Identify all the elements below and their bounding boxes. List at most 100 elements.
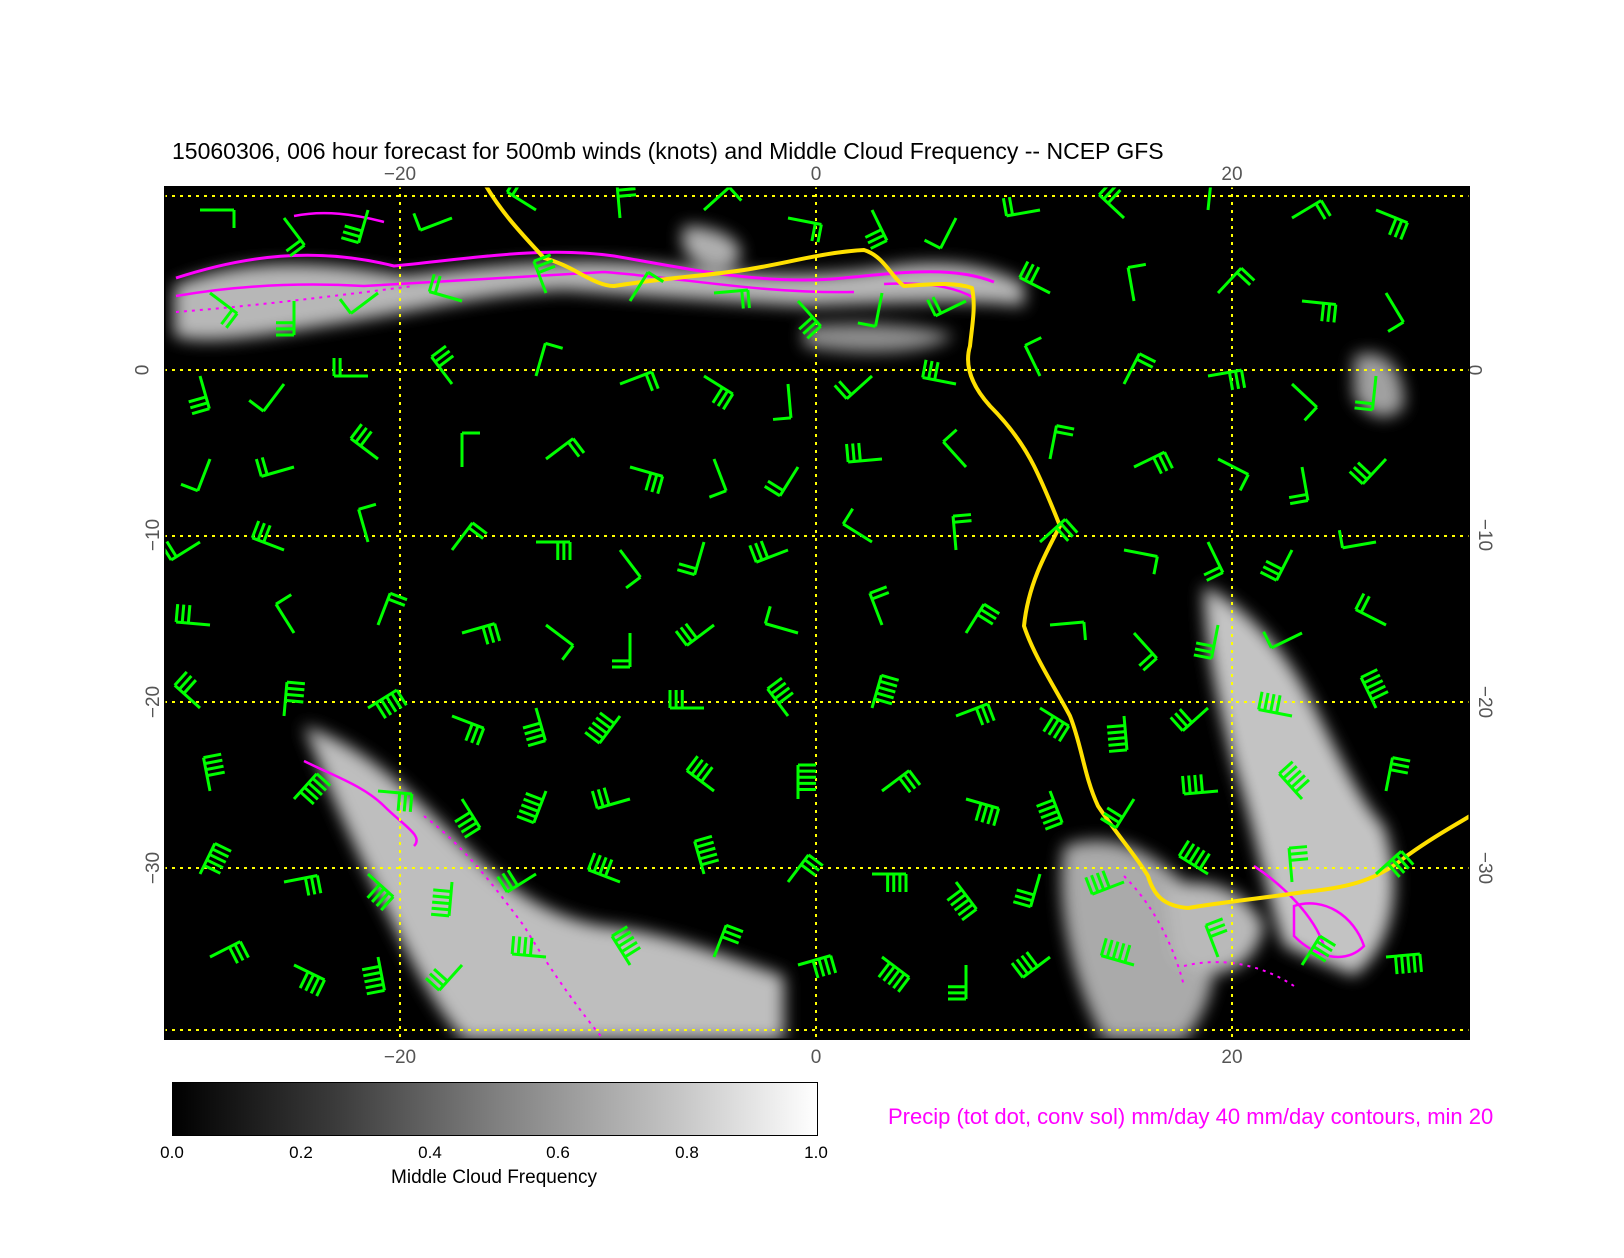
colorbar-tick-1: 0.2 xyxy=(289,1143,313,1162)
wind-barb xyxy=(772,383,793,421)
figure-title: 15060306, 006 hour forecast for 500mb wi… xyxy=(172,138,1164,164)
wind-barb xyxy=(693,834,720,875)
wind-barb xyxy=(926,296,967,318)
wind-barb xyxy=(668,690,704,710)
wind-barbs xyxy=(164,186,1423,1001)
wind-barb xyxy=(283,874,323,896)
wind-barb xyxy=(522,707,547,748)
wind-barb xyxy=(923,217,958,250)
wind-barb xyxy=(1001,196,1041,218)
wind-barb xyxy=(454,798,482,839)
wind-barb xyxy=(796,763,816,799)
lon-tick-bottom-0: 0 xyxy=(810,1047,822,1068)
wind-barb xyxy=(1354,592,1387,627)
wind-barb xyxy=(505,186,537,212)
wind-barb xyxy=(248,383,286,413)
wind-barb xyxy=(361,956,386,996)
wind-barb xyxy=(282,680,306,717)
wind-barb xyxy=(1049,620,1087,641)
wind-barb xyxy=(180,458,212,493)
wind-barb xyxy=(198,842,232,875)
wind-barb xyxy=(545,437,586,461)
wind-barb xyxy=(366,872,395,912)
wind-barb xyxy=(1384,756,1411,792)
lat-tick-right-minus10: −10 xyxy=(1474,518,1496,552)
wind-barb xyxy=(1384,292,1405,333)
wind-barb xyxy=(1126,262,1147,302)
wind-barb xyxy=(173,670,202,710)
wind-barb xyxy=(1099,798,1136,830)
wind-barb xyxy=(1374,850,1415,878)
wind-barb xyxy=(1038,518,1079,544)
wind-barb xyxy=(1084,870,1125,896)
lat-tick-left-0: 0 xyxy=(132,364,154,376)
wind-barb xyxy=(786,853,824,883)
wind-barb xyxy=(584,711,622,745)
wind-barb xyxy=(845,442,883,464)
wind-barb xyxy=(881,769,922,794)
wind-barb xyxy=(1122,352,1157,385)
wind-barb xyxy=(590,787,631,810)
wind-barb xyxy=(748,540,789,564)
wind-barb xyxy=(516,790,548,825)
lon-tick-bottom-20: 20 xyxy=(1221,1047,1243,1068)
wind-barb xyxy=(412,212,453,232)
wind-barb xyxy=(870,673,900,709)
wind-barb xyxy=(430,881,454,918)
wind-barb xyxy=(1301,299,1338,323)
lat-tick-left-minus10: −10 xyxy=(143,518,165,552)
wind-barb xyxy=(367,688,408,720)
wind-barb xyxy=(254,456,295,478)
wind-barb xyxy=(1177,839,1211,876)
wind-barb xyxy=(1359,668,1389,709)
wind-barb xyxy=(864,209,889,250)
wind-barb xyxy=(274,593,296,634)
colorbar-tick-3: 0.6 xyxy=(546,1143,570,1162)
wind-barb xyxy=(1287,845,1309,883)
wind-barb xyxy=(586,852,621,884)
wind-barb xyxy=(340,209,370,245)
wind-barb xyxy=(332,358,368,378)
wind-barb xyxy=(618,549,642,590)
wind-barb xyxy=(676,541,706,577)
wind-barb xyxy=(164,540,201,562)
wind-barb xyxy=(955,702,996,726)
lon-tick-top-20: 20 xyxy=(1221,164,1243,185)
precip-legend-note: Precip (tot dot, conv sol) mm/day 40 mm/… xyxy=(888,1104,1494,1129)
wind-barb xyxy=(615,186,637,219)
wind-barb xyxy=(685,755,715,793)
wind-barb xyxy=(1203,541,1225,582)
wind-barb xyxy=(1132,631,1158,672)
map-panel xyxy=(164,186,1470,1040)
wind-barb xyxy=(702,186,743,212)
wind-barb xyxy=(833,374,874,400)
wind-barb xyxy=(200,208,236,228)
wind-barb xyxy=(1354,375,1378,412)
wind-barb xyxy=(174,603,211,627)
wind-barb xyxy=(712,923,744,958)
wind-barb xyxy=(1257,691,1293,718)
wind-barb xyxy=(357,502,377,543)
wind-barb xyxy=(946,881,978,922)
lat-tick-right-minus20: −20 xyxy=(1474,685,1496,719)
wind-barb xyxy=(619,370,660,392)
wind-barb xyxy=(841,507,873,544)
lat-tick-left-minus30: −30 xyxy=(143,851,165,885)
wind-barb xyxy=(797,954,838,979)
wind-barb xyxy=(349,423,379,461)
wind-barb xyxy=(1385,952,1423,975)
wind-barb xyxy=(1300,934,1337,966)
wind-barb xyxy=(496,869,537,894)
wind-barb xyxy=(948,965,968,1001)
wind-barb xyxy=(877,955,911,993)
wind-barb xyxy=(766,676,794,717)
wind-barb xyxy=(276,301,296,337)
wind-barb xyxy=(1023,336,1042,377)
colorbar-tick-4: 0.8 xyxy=(675,1143,699,1162)
wind-barb xyxy=(450,521,488,551)
wind-barb xyxy=(872,872,908,892)
colorbar-tick-2: 0.4 xyxy=(418,1143,442,1162)
wind-barb xyxy=(1010,951,1051,979)
wind-barb xyxy=(250,520,285,552)
wind-barb xyxy=(282,217,306,258)
